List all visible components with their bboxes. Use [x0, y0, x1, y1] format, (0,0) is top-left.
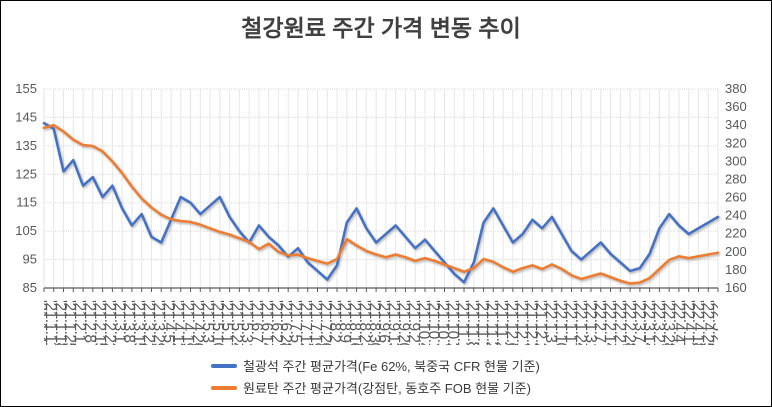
svg-text:380: 380	[725, 81, 747, 96]
svg-text:300: 300	[725, 153, 747, 168]
svg-text:260: 260	[725, 190, 747, 205]
svg-text:240: 240	[725, 208, 747, 223]
svg-text:95: 95	[23, 252, 37, 267]
svg-text:360: 360	[725, 99, 747, 114]
svg-text:155: 155	[15, 81, 37, 96]
svg-text:105: 105	[15, 223, 37, 238]
svg-text:85: 85	[23, 280, 37, 295]
svg-text:125: 125	[15, 166, 37, 181]
svg-text:340: 340	[725, 117, 747, 132]
svg-text:200: 200	[725, 244, 747, 259]
svg-text:320: 320	[725, 135, 747, 150]
svg-text:180: 180	[725, 262, 747, 277]
svg-text:160: 160	[725, 280, 747, 295]
svg-text:220: 220	[725, 226, 747, 241]
svg-text:115: 115	[16, 195, 37, 210]
svg-text:280: 280	[725, 171, 747, 186]
svg-text:145: 145	[15, 109, 37, 124]
svg-text:135: 135	[15, 138, 37, 153]
